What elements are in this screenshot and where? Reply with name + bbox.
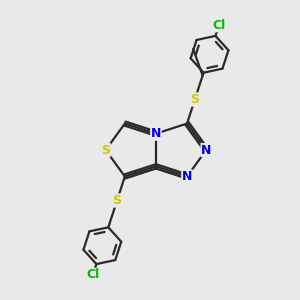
Text: Cl: Cl: [212, 19, 226, 32]
Text: N: N: [151, 127, 161, 140]
Text: Cl: Cl: [86, 268, 100, 281]
Text: N: N: [182, 170, 192, 183]
Text: S: S: [112, 194, 122, 207]
Text: N: N: [201, 143, 211, 157]
Text: S: S: [101, 143, 110, 157]
Text: S: S: [190, 93, 199, 106]
